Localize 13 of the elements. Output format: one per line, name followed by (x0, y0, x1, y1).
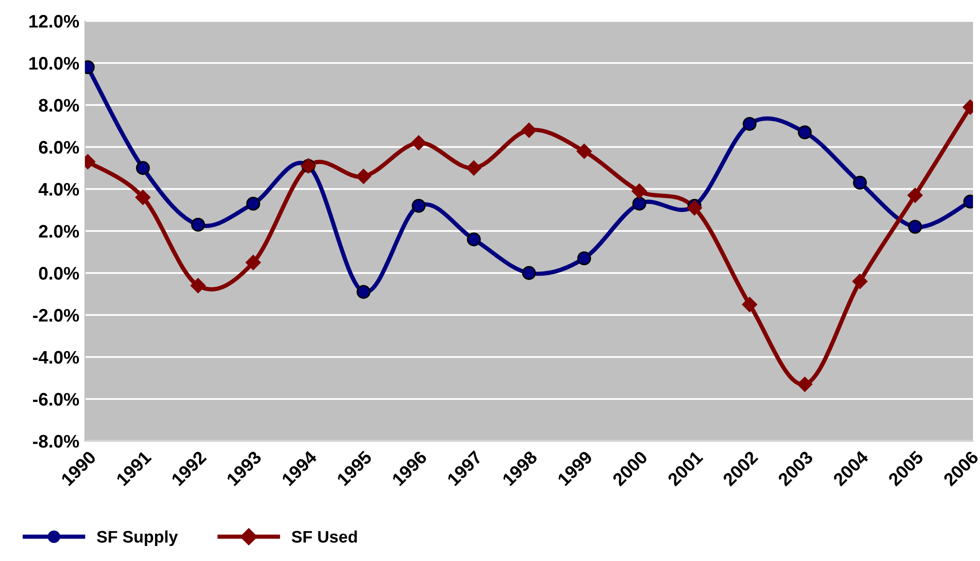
y-tick-label: 0.0% (39, 266, 79, 280)
y-tick-label: 6.0% (38, 140, 79, 154)
y-tick-label: -8.0% (32, 434, 79, 448)
legend-label: SF Used (292, 530, 357, 543)
y-tick-label: 2.0% (38, 224, 79, 238)
y-tick-label: 10.0% (29, 56, 79, 70)
y-tick-label: 4.0% (38, 182, 79, 196)
y-tick-label: -4.0% (32, 350, 79, 364)
y-tick-label: 8.0% (38, 98, 79, 112)
y-tick-label: -6.0% (32, 392, 79, 406)
y-tick-label: -2.0% (32, 308, 79, 322)
y-tick-label: 12.0% (29, 14, 79, 28)
legend-label: SF Supply (96, 530, 178, 546)
